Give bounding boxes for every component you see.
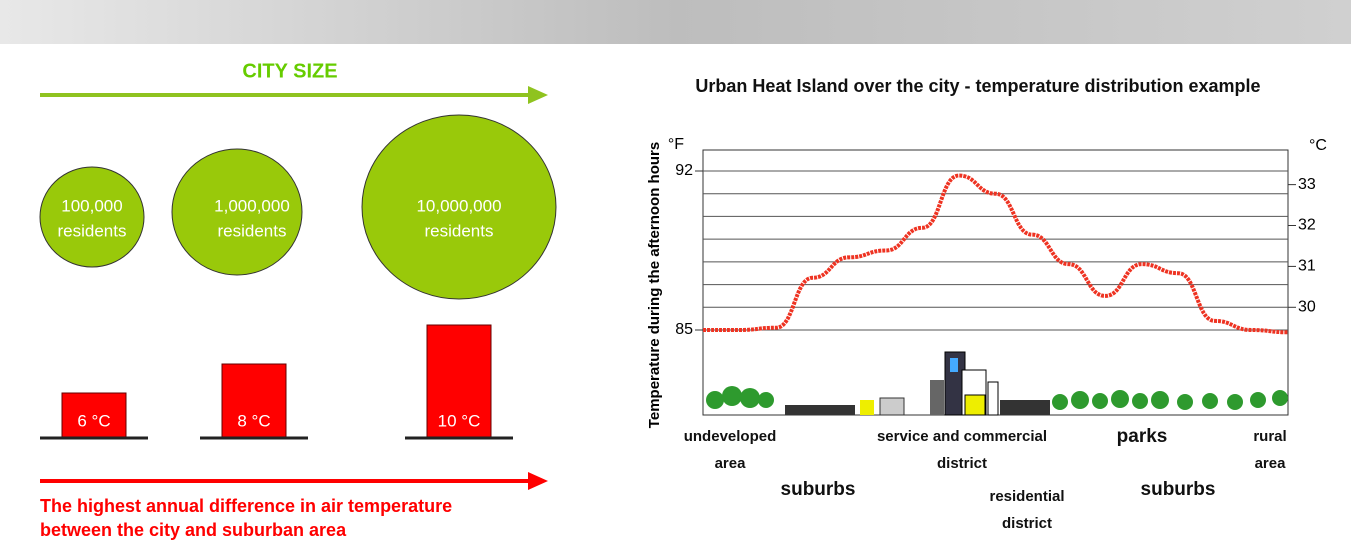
plot-frame [703, 150, 1288, 415]
population: 100,000 [61, 196, 122, 215]
population: 1,000,000 [214, 196, 290, 215]
cityscape [706, 352, 1288, 415]
tick-label: 30 [1298, 299, 1316, 316]
zone-label: parks [1117, 426, 1168, 447]
zone-label: suburbs [781, 479, 856, 500]
temperature-curve [703, 176, 1288, 333]
zone-label: rural [1253, 428, 1286, 445]
tick-label: 92 [675, 162, 693, 179]
bars [62, 325, 491, 438]
difference: 10 °C [438, 411, 481, 430]
arrow-head [528, 472, 548, 490]
caption: The highest annual difference in air tem… [40, 496, 452, 516]
zones: undeveloped area suburbs service and commer… [684, 426, 1287, 532]
difference: 6 °C [77, 411, 110, 430]
zone-label: undeveloped [684, 428, 777, 445]
chart-title: Urban Heat Island over the city - temper… [695, 76, 1260, 96]
difference: 8 °C [237, 411, 270, 430]
tick-label: 33 [1298, 176, 1316, 193]
tick-label: 32 [1298, 217, 1316, 234]
caption: between the city and suburban area [40, 520, 347, 540]
zone-label: service and commercial [877, 428, 1047, 445]
page: CITY SIZE 100,000 residents 1,000,000 re… [0, 0, 1351, 540]
zone-label: residential [989, 488, 1064, 505]
unit-left: °F [668, 136, 684, 153]
tick-label: 31 [1298, 258, 1316, 275]
zone-label: suburbs [1141, 479, 1216, 500]
unit: residents [425, 221, 494, 240]
banner [0, 0, 1351, 44]
unit: residents [58, 221, 127, 240]
unit: residents [218, 221, 287, 240]
tick-label: 85 [675, 321, 693, 338]
zone-label: area [1255, 455, 1287, 472]
left-title: CITY SIZE [242, 60, 337, 82]
zone-label: area [715, 455, 747, 472]
unit-right: °C [1309, 137, 1327, 154]
plot: 92 85 33 32 31 30 [675, 162, 1316, 338]
y-label: Temperature during the afternoon hours [646, 142, 663, 428]
city-circle [40, 167, 144, 267]
zone-label: district [1002, 515, 1052, 532]
zone-label: district [937, 455, 987, 472]
population: 10,000,000 [416, 196, 501, 215]
arrow-head [528, 86, 548, 104]
